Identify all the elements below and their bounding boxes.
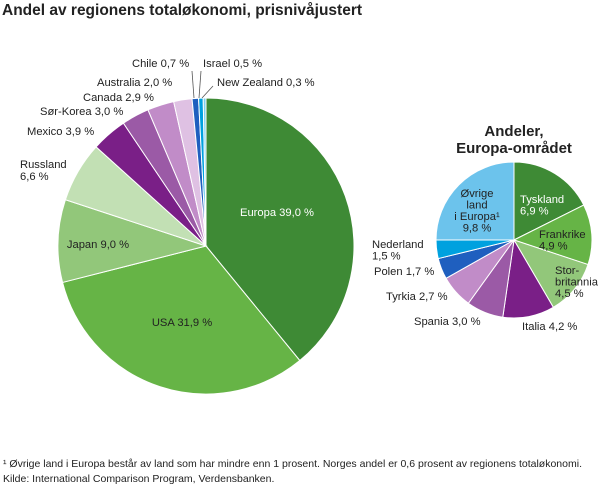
region-pie-label-israel: Israel 0,5 % <box>203 58 262 70</box>
region-pie-label-europa: Europa 39,0 % <box>240 207 314 219</box>
region-pie-label-russland: Russland 6,6 % <box>20 159 67 183</box>
region-pie-slices <box>57 97 355 395</box>
europe-pie-slice-tyskland <box>513 161 585 241</box>
europe-pie-label-spania: Spania 3,0 % <box>414 316 481 328</box>
region-pie-slice-usa <box>61 245 301 395</box>
region-pie-slice-europa <box>205 97 355 362</box>
leader-line <box>191 70 195 99</box>
europe-pie-label-ovrige-land-i-europa: Øvrige land i Europa¹ 9,8 % <box>454 188 500 235</box>
europe-pie-label-tyrkia: Tyrkia 2,7 % <box>386 291 448 303</box>
region-pie-label-usa: USA 31,9 % <box>152 317 212 329</box>
region-pie-label-canada: Canada 2,9 % <box>83 92 154 104</box>
europe-pie-label-nederland: Nederland 1,5 % <box>372 239 424 263</box>
europe-pie-label-tyskland: Tyskland 6,9 % <box>520 194 564 218</box>
region-pie-label-australia: Australia 2,0 % <box>97 77 172 89</box>
region-pie-label-sor-korea: Sør-Korea 3,0 % <box>40 106 123 118</box>
leader-line <box>198 70 202 99</box>
region-pie-label-japan: Japan 9,0 % <box>67 239 129 251</box>
europe-pie-slices <box>435 161 593 319</box>
europe-pie-title: Andeler, Europa-området <box>456 123 572 157</box>
region-pie-slice-new-zealand <box>202 97 207 247</box>
source-text: Kilde: International Comparison Program,… <box>3 473 275 485</box>
footnote-block: ¹ Øvrige land i Europa består av land so… <box>3 457 582 487</box>
europe-pie-label-polen: Polen 1,7 % <box>374 266 434 278</box>
region-pie-slice-japan <box>57 199 208 284</box>
europe-pie-label-frankrike: Frankrike 4,9 % <box>539 229 586 253</box>
leader-line <box>201 85 214 99</box>
chart-title: Andel av regionens totaløkonomi, prisniv… <box>2 2 363 19</box>
europe-pie-slice-frankrike <box>512 204 593 266</box>
europe-pie-label-italia: Italia 4,2 % <box>522 321 577 333</box>
region-pie-label-mexico: Mexico 3,9 % <box>27 126 94 138</box>
region-pie-label-chile: Chile 0,7 % <box>132 58 189 70</box>
europe-pie-label-storbritannia: Stor-britannia 4,5 % <box>555 265 599 300</box>
europe-pie-slice-ovrige-land-i-europa <box>435 161 515 241</box>
footnote-text: ¹ Øvrige land i Europa består av land so… <box>3 458 582 470</box>
region-pie-label-new-zealand: New Zealand 0,3 % <box>217 77 315 89</box>
